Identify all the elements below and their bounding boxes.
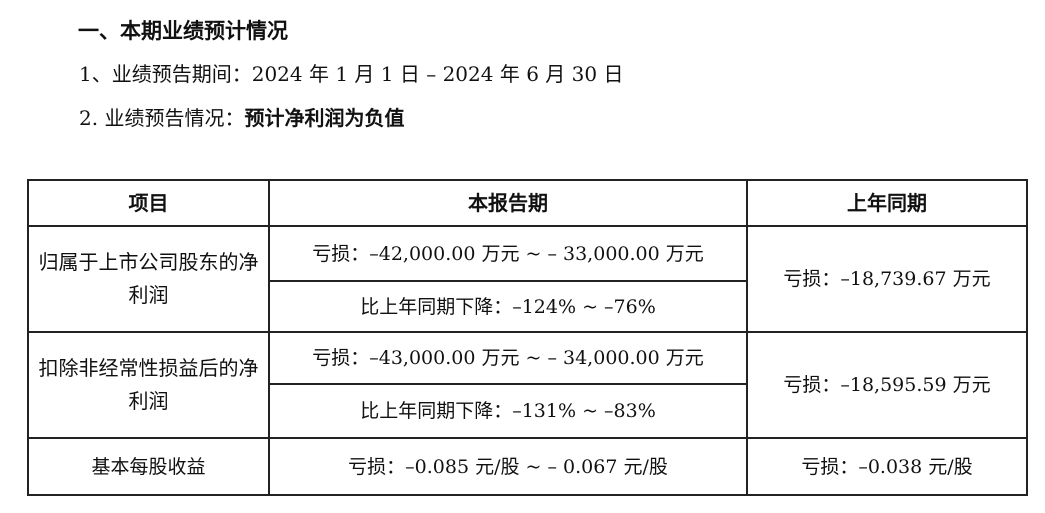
row-item-eps: 基本每股收益 (27, 437, 270, 496)
current-amount-cell: 亏损：–43,000.00 万元 ~ – 34,000.00 万元 (268, 331, 748, 385)
current-amount-cell: 亏损：–42,000.00 万元 ~ – 33,000.00 万元 (268, 225, 748, 282)
table-row: 比上年同期下降：–131% ~ –83% (28, 383, 1027, 439)
row-item-net-profit: 归属于上市公司股东的净利润 (27, 225, 270, 333)
table-row: 归属于上市公司股东的净利润 亏损：–42,000.00 万元 ~ – 33,00… (27, 225, 1028, 333)
forecast-period-line: 1、业绩预告期间：2024 年 1 月 1 日 – 2024 年 6 月 30 … (79, 57, 623, 91)
table-header-row: 项目 本报告期 上年同期 (27, 179, 1028, 227)
header-current-period: 本报告期 (268, 179, 748, 227)
current-amount-cell: 亏损：–0.085 元/股 ~ – 0.067 元/股 (268, 437, 748, 496)
forecast-period-value: 2024 年 1 月 1 日 – 2024 年 6 月 30 日 (251, 62, 624, 86)
header-prior-period: 上年同期 (746, 179, 1028, 227)
header-item: 项目 (27, 179, 270, 227)
forecast-period-label: 1、业绩预告期间： (79, 62, 252, 86)
prior-amount-cell: 亏损：–0.038 元/股 (746, 437, 1028, 496)
table-row: 扣除非经常性损益后的净利润 亏损：–43,000.00 万元 ~ – 34,00… (27, 331, 1028, 439)
current-change-cell: 比上年同期下降：–131% ~ –83% (268, 383, 748, 439)
forecast-status-label: 2. 业绩预告情况： (79, 106, 245, 130)
prior-amount-cell: 亏损：–18,739.67 万元 (746, 225, 1028, 333)
row-item-deducted-net-profit: 扣除非经常性损益后的净利润 (27, 331, 270, 439)
table-row: 比上年同期下降：–124% ~ –76% (28, 280, 1027, 333)
forecast-table: 项目 本报告期 上年同期 归属于上市公司股东的净利润 亏损：–42,000.00… (27, 179, 1028, 496)
prior-amount-cell: 亏损：–18,595.59 万元 (746, 331, 1028, 439)
forecast-status-line: 2. 业绩预告情况：预计净利润为负值 (79, 101, 404, 135)
table-row: 基本每股收益 亏损：–0.085 元/股 ~ – 0.067 元/股 亏损：–0… (27, 437, 1028, 496)
current-change-cell: 比上年同期下降：–124% ~ –76% (268, 280, 748, 333)
forecast-status-value: 预计净利润为负值 (244, 106, 405, 130)
section-title: 一、本期业绩预计情况 (78, 19, 288, 43)
